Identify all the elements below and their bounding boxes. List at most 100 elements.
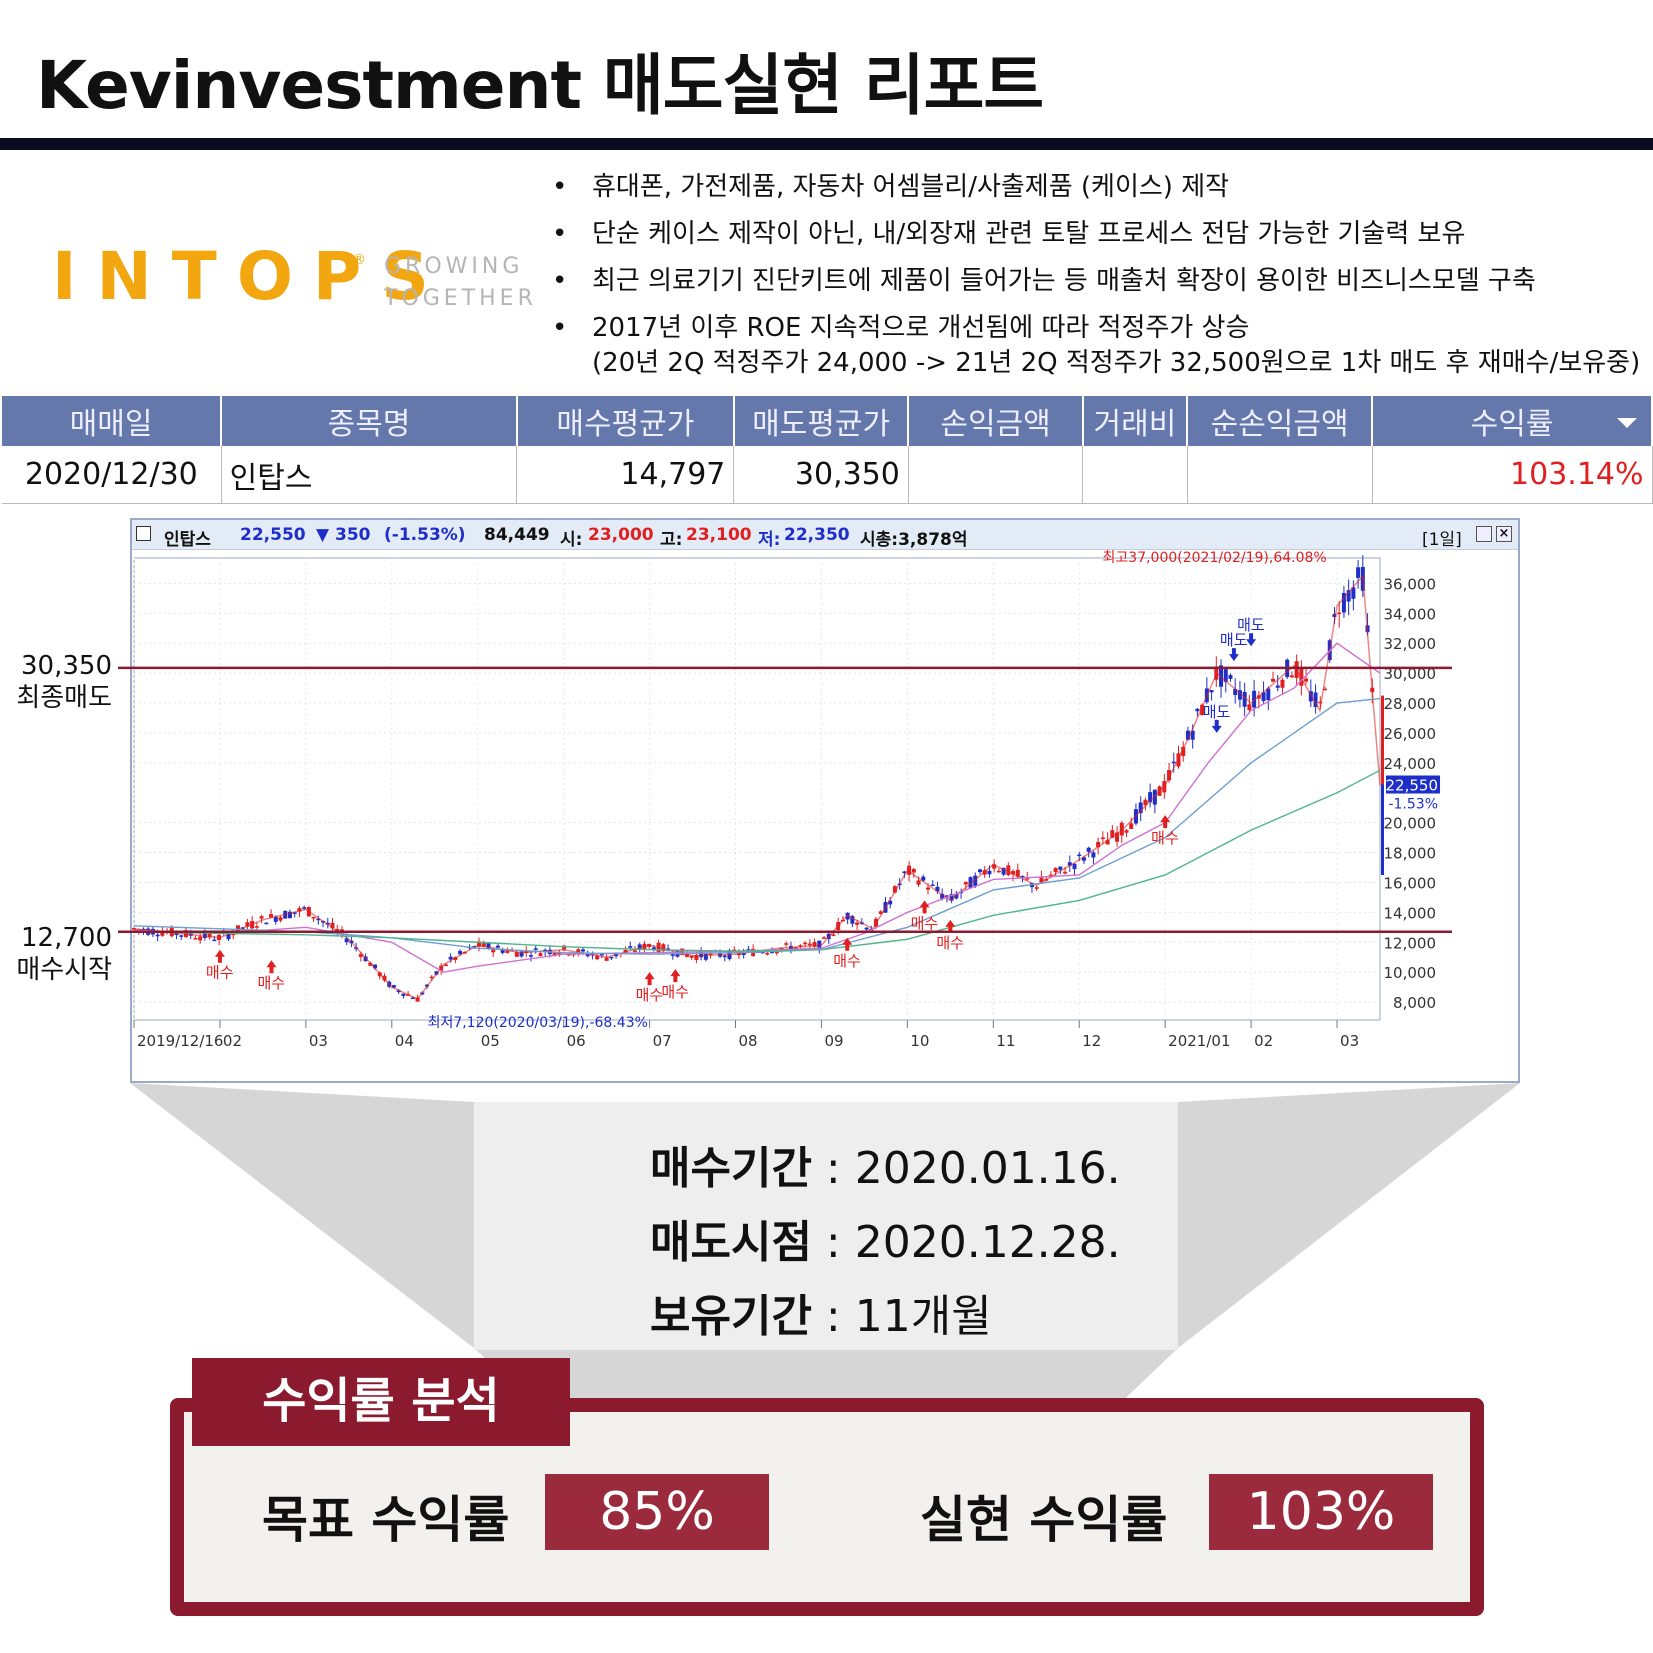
candle-body [1223,669,1228,682]
candle-body [604,957,609,961]
candle-body [850,916,855,924]
series-line-가격(수정) [133,574,1381,1001]
low-label: 저: [758,530,781,550]
candle-body [1209,690,1214,693]
candle-body [1096,841,1101,848]
column-header-trade-date[interactable]: 매매일 [2,396,223,446]
candle-body [892,886,897,893]
x-tick-label: 05 [481,1032,500,1050]
callout-projection [130,1083,1520,1413]
candle-body [1233,688,1238,695]
high-label: 고: [660,530,683,550]
candle-body [1252,690,1257,708]
buy-period-value: : 2020.01.16. [825,1143,1121,1194]
bullet-text: 2017년 이후 ROE 지속적으로 개선됨에 따라 적정주가 상승 [592,313,1250,343]
candle-body [396,990,401,993]
x-tick-label: 02 [1254,1032,1273,1050]
column-header-avg-sell[interactable]: 매도평균가 [733,396,910,446]
y-tick-label: 8,000 [1393,994,1436,1012]
sell-signal-label: 매도 [1220,631,1248,649]
cell-pnl [908,446,1084,504]
candle-body [448,956,453,960]
candle-body [822,937,827,939]
market-cap: 시총:3,878억 [860,530,968,550]
buy-period-line: 매수기간 : 2020.01.16. [650,1132,1121,1196]
candle-body [292,912,297,914]
candle-body [940,893,945,899]
candle-body [1143,799,1148,806]
close-icon[interactable]: × [1496,526,1512,542]
buy-start-price: 12,700 [21,923,112,953]
cell-fee [1082,446,1188,504]
candle-body [1171,761,1176,764]
restore-icon[interactable] [1476,526,1492,542]
intops-logo: INTOPS [52,238,449,315]
column-header-avg-buy[interactable]: 매수평균가 [516,396,735,446]
column-header-net-pnl[interactable]: 순손익금액 [1187,396,1374,446]
final-sell-price: 30,350 [21,651,112,681]
x-tick-label: 07 [653,1032,672,1050]
candle-body [926,887,931,890]
x-tick-label: 10 [910,1032,929,1050]
candle-body [632,950,637,952]
bullet-text: 휴대폰, 가전제품, 자동차 어셈블리/사출제품 (케이스) 제작 [592,172,1230,202]
candle-body [264,922,269,925]
candle-body [505,950,510,953]
checkbox-icon[interactable] [136,526,151,541]
final-sell-text: 최종매도 [16,683,112,713]
holding-info-box: 매수기간 : 2020.01.16. 매도시점 : 2020.12.28. 보유… [474,1102,1178,1350]
candle-body [1195,708,1200,712]
candle-body [1237,690,1242,700]
candle-body [765,952,770,955]
candle-body [1067,862,1072,866]
column-header-stock-name[interactable]: 종목명 [221,396,518,446]
buy-signal-label: 매수 [936,934,964,952]
current-change-label: -1.53% [1388,797,1438,813]
y-tick-label: 14,000 [1384,904,1437,922]
buy-arrow-icon [214,949,225,963]
column-header-fee[interactable]: 거래비 [1082,396,1189,446]
buy-arrow-icon [266,960,277,974]
candle-body [930,884,935,887]
candle-body [1025,878,1030,880]
candle-body [368,962,373,966]
candle-body [1072,863,1077,870]
candle-body [198,936,203,941]
candle-body [661,944,666,952]
buy-period-label: 매수기간 [650,1143,812,1194]
x-tick-label: 09 [824,1032,843,1050]
y-tick-label: 18,000 [1384,845,1437,863]
range-bar-up [1381,695,1384,785]
candle-body [1129,823,1134,829]
candle-body [231,933,236,936]
candle-body [311,917,316,919]
candle-body [193,938,198,940]
candle-body [973,875,978,887]
candle-body [259,916,264,919]
stock-chart-window[interactable]: 인탑스 22,550 ▼ 350 (-1.53%) 84,449 시: 23,0… [130,518,1520,1083]
hold-period-label: 보유기간 [650,1291,812,1342]
chart-volume: 84,449 [484,525,550,545]
candle-body [921,876,926,881]
table-row[interactable]: 2020/12/30 인탑스 14,797 30,350 103.14% [2,446,1653,504]
candle-body [812,942,817,947]
y-tick-label: 32,000 [1384,635,1437,653]
candle-body [1152,789,1157,805]
x-tick-label: 03 [309,1032,328,1050]
candle-body [1011,871,1016,875]
series-line-20 [133,642,1381,973]
chart-header: 인탑스 22,550 ▼ 350 (-1.53%) 84,449 시: 23,0… [132,520,1518,550]
column-header-pnl[interactable]: 손익금액 [908,396,1084,446]
period-selector[interactable]: [1일] [1422,530,1462,550]
candle-body [1148,792,1153,803]
candle-body [207,933,212,938]
buy-start-label: 12,700 매수시작 [8,922,112,986]
candle-body [968,877,973,888]
column-header-return[interactable]: 수익률 [1372,396,1653,446]
sort-down-icon[interactable] [1617,418,1637,428]
buy-signal-label: 매수 [636,986,664,1004]
candle-body [694,954,699,960]
y-tick-label: 24,000 [1384,755,1437,773]
logo-tagline: GROWING TOGETHER [384,251,537,315]
